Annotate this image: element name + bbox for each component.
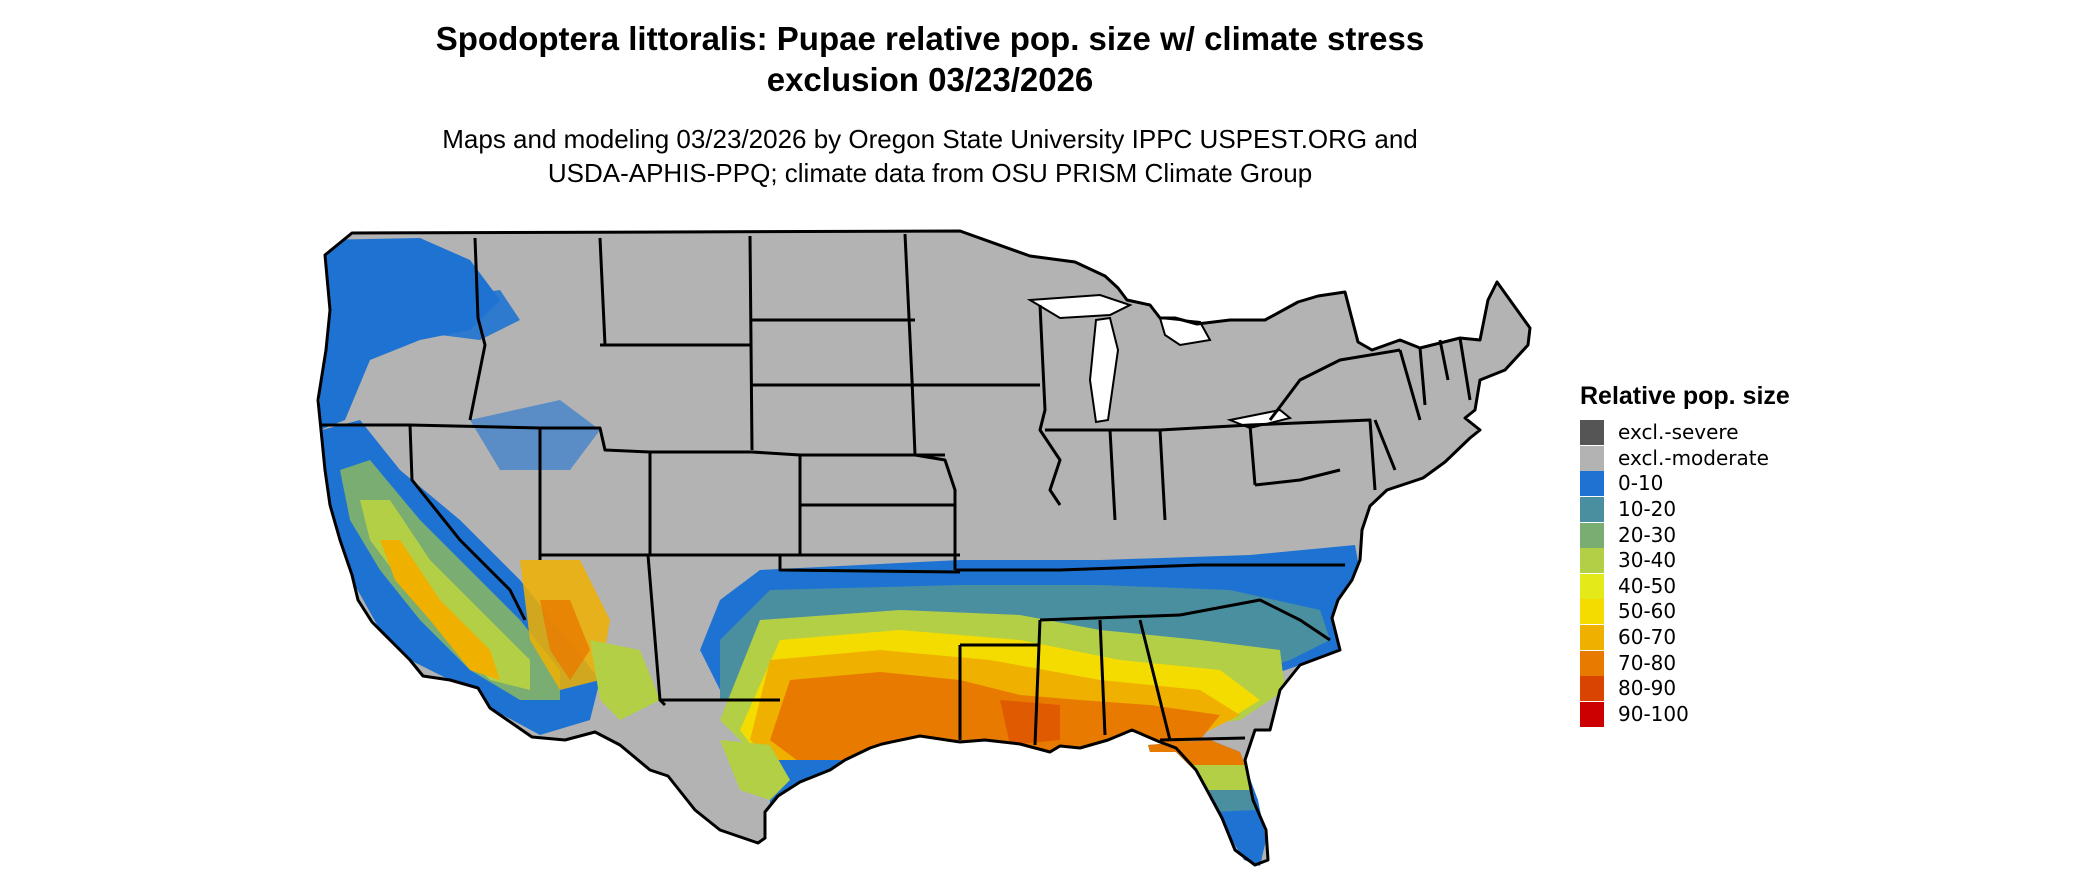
legend-swatch	[1580, 548, 1604, 574]
legend-swatch	[1580, 522, 1604, 548]
legend-swatch	[1580, 676, 1604, 702]
legend-items: excl.-severe excl.-moderate 0-10 10-20 2…	[1580, 420, 1880, 727]
subtitle-line-2: USDA-APHIS-PPQ; climate data from OSU PR…	[547, 158, 1313, 188]
legend-label: 30-40	[1618, 548, 1677, 573]
map-subtitle: Maps and modeling 03/23/2026 by Oregon S…	[300, 122, 1560, 190]
legend-item: 20-30	[1580, 522, 1880, 548]
legend-label: 50-60	[1618, 599, 1677, 624]
legend-swatch	[1580, 625, 1604, 651]
subtitle-line-1: Maps and modeling 03/23/2026 by Oregon S…	[442, 124, 1418, 154]
legend-item: 70-80	[1580, 650, 1880, 676]
legend-label: 20-30	[1618, 522, 1677, 547]
legend-label: 0-10	[1618, 471, 1664, 496]
legend-swatch	[1580, 497, 1604, 523]
legend-label: 60-70	[1618, 625, 1677, 650]
legend-swatch	[1580, 420, 1604, 446]
legend-swatch	[1580, 650, 1604, 676]
legend-swatch	[1580, 471, 1604, 497]
title-line-2: exclusion 03/23/2026	[766, 61, 1094, 98]
legend-swatch	[1580, 599, 1604, 625]
legend-label: excl.-moderate	[1618, 445, 1769, 470]
legend-item: 10-20	[1580, 497, 1880, 523]
legend-item: 80-90	[1580, 676, 1880, 702]
legend-title: Relative pop. size	[1580, 382, 1790, 410]
map-title: Spodoptera littoralis: Pupae relative po…	[300, 18, 1560, 100]
legend-item: 90-100	[1580, 701, 1880, 728]
us-map-svg	[316, 229, 1532, 867]
map-legend: Relative pop. size excl.-severe excl.-mo…	[1580, 380, 1880, 727]
legend-swatch	[1580, 445, 1604, 471]
legend-label: 80-90	[1618, 676, 1677, 701]
title-line-1: Spodoptera littoralis: Pupae relative po…	[435, 20, 1425, 57]
legend-label: 90-100	[1618, 701, 1689, 726]
legend-swatch	[1580, 573, 1604, 599]
legend-label: 40-50	[1618, 573, 1677, 598]
legend-label: 10-20	[1618, 497, 1677, 522]
legend-swatch	[1580, 701, 1604, 727]
legend-item: 30-40	[1580, 548, 1880, 574]
legend-item: 0-10	[1580, 471, 1880, 497]
legend-item: 60-70	[1580, 625, 1880, 651]
legend-item: 40-50	[1580, 573, 1880, 600]
legend-item: excl.-severe	[1580, 420, 1880, 446]
legend-label: 70-80	[1618, 650, 1677, 675]
legend-label: excl.-severe	[1618, 420, 1739, 445]
legend-item: 50-60	[1580, 599, 1880, 625]
legend-item: excl.-moderate	[1580, 445, 1880, 472]
us-map	[290, 220, 1570, 892]
